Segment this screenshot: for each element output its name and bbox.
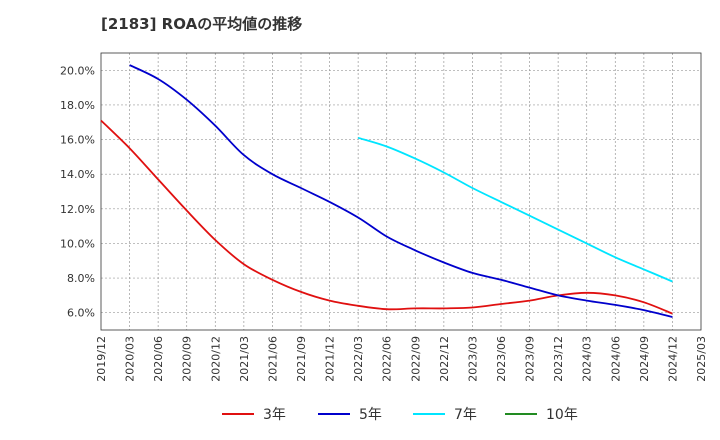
plot-area-border bbox=[100, 52, 702, 331]
y-tick-label: 14.0% bbox=[60, 168, 95, 181]
x-axis-ticks: 2019/12 2020/03 2020/06 2020/09 2020/12 2021/… bbox=[95, 336, 708, 382]
x-tick-label: 2024/06 bbox=[609, 336, 622, 382]
y-axis-ticks: 6.0% 8.0% 10.0% 12.0% 14.0% 16.0% 18.0% 20.0% bbox=[60, 64, 95, 319]
x-tick-label: 2021/09 bbox=[295, 336, 308, 382]
y-tick-label: 12.0% bbox=[60, 203, 95, 216]
legend-item: 3年 bbox=[222, 407, 286, 423]
y-tick-label: 8.0% bbox=[67, 272, 95, 285]
y-tick-label: 18.0% bbox=[60, 99, 95, 112]
y-tick-label: 6.0% bbox=[67, 307, 95, 320]
x-tick-label: 2023/09 bbox=[524, 336, 537, 382]
legend-item: 10年 bbox=[505, 407, 578, 423]
legend-label: 7年 bbox=[454, 407, 477, 423]
x-tick-label: 2021/12 bbox=[324, 336, 337, 382]
x-tick-label: 2022/06 bbox=[381, 336, 394, 382]
x-tick-label: 2021/03 bbox=[238, 336, 251, 382]
x-tick-label: 2024/12 bbox=[666, 336, 679, 382]
x-tick-label: 2020/09 bbox=[181, 336, 194, 382]
x-tick-label: 2022/09 bbox=[409, 336, 422, 382]
x-tick-label: 2019/12 bbox=[95, 336, 108, 382]
x-tick-label: 2022/03 bbox=[352, 336, 365, 382]
x-tick-label: 2023/06 bbox=[495, 336, 508, 382]
legend-label: 5年 bbox=[359, 407, 382, 423]
x-tick-label: 2021/06 bbox=[266, 336, 279, 382]
x-tick-label: 2024/03 bbox=[581, 336, 594, 382]
legend-label: 3年 bbox=[263, 407, 286, 423]
legend-item: 5年 bbox=[318, 407, 382, 423]
y-tick-label: 16.0% bbox=[60, 134, 95, 147]
series-lines bbox=[100, 64, 673, 318]
x-tick-label: 2025/03 bbox=[695, 336, 708, 382]
y-tick-label: 10.0% bbox=[60, 237, 95, 250]
legend-item: 7年 bbox=[413, 407, 477, 423]
legend: 3年 5年 7年 10年 bbox=[222, 407, 578, 423]
x-tick-label: 2020/12 bbox=[209, 336, 222, 382]
x-tick-label: 2020/03 bbox=[124, 336, 137, 382]
y-tick-label: 20.0% bbox=[60, 64, 95, 77]
x-tick-label: 2024/09 bbox=[638, 336, 651, 382]
chart-title: [2183] ROAの平均値の推移 bbox=[101, 15, 303, 33]
grid-lines bbox=[101, 53, 701, 330]
x-tick-label: 2023/03 bbox=[466, 336, 479, 382]
series-2-line bbox=[129, 64, 673, 318]
x-tick-label: 2020/06 bbox=[152, 336, 165, 382]
legend-label: 10年 bbox=[546, 407, 578, 423]
series-3-line bbox=[357, 136, 673, 283]
x-tick-label: 2023/12 bbox=[552, 336, 565, 382]
series-1-line bbox=[100, 119, 673, 315]
x-tick-label: 2022/12 bbox=[438, 336, 451, 382]
